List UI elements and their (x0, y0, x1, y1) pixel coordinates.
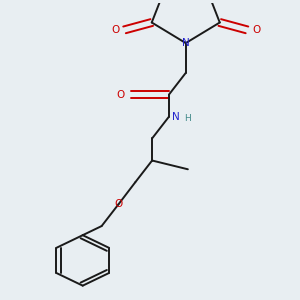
Text: O: O (252, 25, 260, 35)
Text: N: N (172, 112, 180, 122)
Text: O: O (117, 90, 125, 100)
Text: N: N (182, 38, 190, 48)
Text: O: O (115, 199, 123, 209)
Text: H: H (184, 114, 191, 123)
Text: O: O (111, 25, 119, 35)
